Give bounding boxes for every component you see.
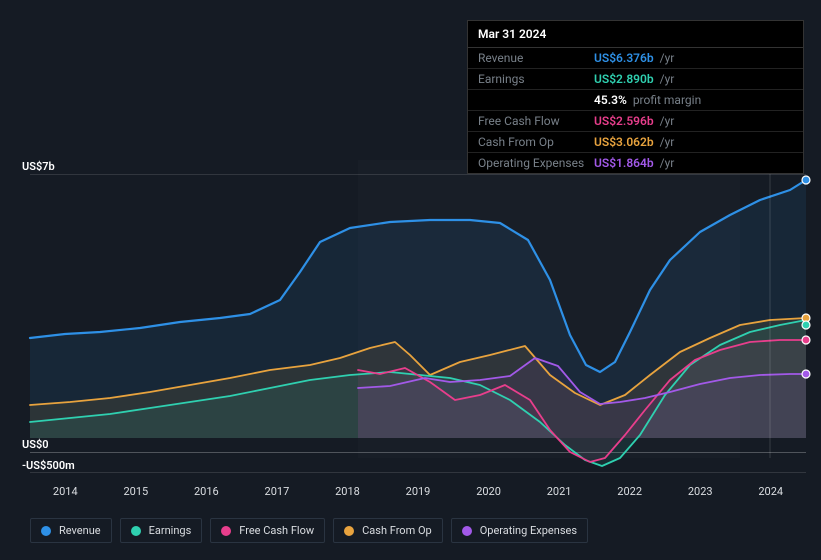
tooltip-row: Operating ExpensesUS$1.864b /yr [468,153,803,173]
tooltip-row: 45.3% profit margin [468,90,803,111]
tooltip-value: US$6.376b /yr [594,51,674,65]
series-marker [802,176,810,184]
x-axis-tick: 2019 [383,485,454,498]
legend-item[interactable]: Free Cash Flow [210,518,325,543]
legend-label: Revenue [59,524,101,537]
chart-legend: Revenue Earnings Free Cash Flow Cash From O… [30,518,588,543]
legend-label: Cash From Op [362,524,432,537]
x-axis-tick: 2022 [594,485,665,498]
chart-area[interactable] [16,160,806,480]
tooltip-label [478,93,594,107]
x-axis-tick: 2020 [453,485,524,498]
series-marker [802,336,810,344]
tooltip-value: US$3.062b /yr [594,135,674,149]
tooltip-label: Earnings [478,72,594,86]
legend-swatch [41,526,51,536]
legend-item[interactable]: Operating Expenses [451,518,588,543]
legend-label: Free Cash Flow [239,524,314,537]
tooltip-value: 45.3% profit margin [594,93,701,107]
x-axis-tick: 2016 [171,485,242,498]
legend-item[interactable]: Revenue [30,518,112,543]
legend-item[interactable]: Cash From Op [333,518,443,543]
x-axis-tick: 2014 [30,485,101,498]
series-marker [802,370,810,378]
x-axis-tick: 2017 [242,485,313,498]
tooltip-date: Mar 31 2024 [468,21,803,48]
tooltip-value: US$1.864b /yr [594,156,674,170]
legend-item[interactable]: Earnings [120,518,203,543]
tooltip-row: RevenueUS$6.376b /yr [468,48,803,69]
tooltip-row: Free Cash FlowUS$2.596b /yr [468,111,803,132]
legend-label: Operating Expenses [480,524,577,537]
x-axis-labels: 2014201520162017201820192020202120222023… [30,485,806,498]
x-axis-tick: 2024 [735,485,806,498]
legend-swatch [131,526,141,536]
series-marker [802,321,810,329]
tooltip-row: EarningsUS$2.890b /yr [468,69,803,90]
tooltip-label: Operating Expenses [478,156,594,170]
tooltip-row: Cash From OpUS$3.062b /yr [468,132,803,153]
tooltip-label: Revenue [478,51,594,65]
tooltip-label: Cash From Op [478,135,594,149]
tooltip-value: US$2.890b /yr [594,72,674,86]
chart-tooltip: Mar 31 2024 RevenueUS$6.376b /yrEarnings… [467,20,804,174]
x-axis-tick: 2018 [312,485,383,498]
legend-label: Earnings [149,524,192,537]
x-axis-tick: 2021 [524,485,595,498]
legend-swatch [462,526,472,536]
tooltip-label: Free Cash Flow [478,114,594,128]
legend-swatch [221,526,231,536]
tooltip-value: US$2.596b /yr [594,114,674,128]
x-axis-tick: 2015 [101,485,172,498]
x-axis-tick: 2023 [665,485,736,498]
legend-swatch [344,526,354,536]
